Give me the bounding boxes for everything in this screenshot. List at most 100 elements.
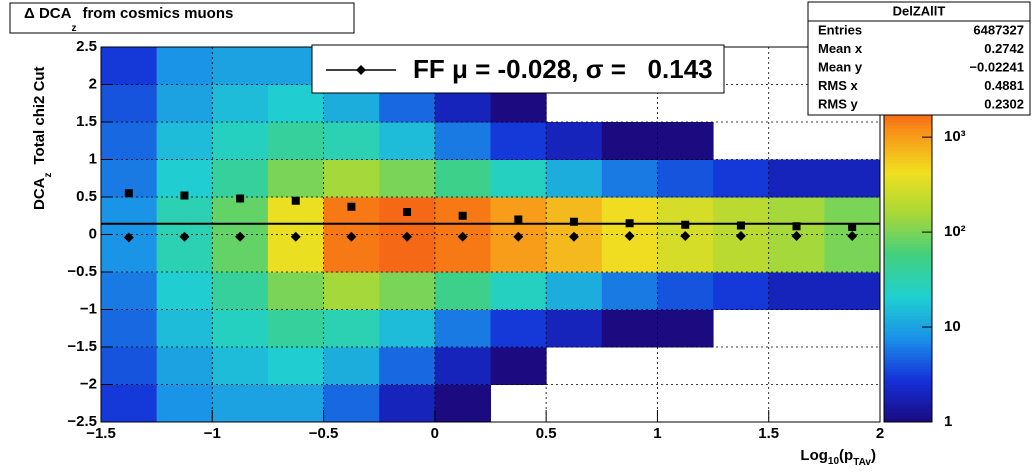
colorbar-segment	[884, 250, 932, 254]
stats-label: RMS x	[818, 78, 859, 93]
colorbar-segment	[884, 153, 932, 157]
colorbar-segment	[884, 384, 932, 389]
heatmap-cell	[212, 347, 269, 385]
heatmap-cell	[601, 122, 658, 160]
y-tick-label: −0.5	[67, 263, 97, 280]
y-tick-label: 2.5	[76, 38, 97, 55]
x-label-subscript: 10	[828, 456, 840, 467]
colorbar-segment	[884, 412, 932, 417]
profile-marker	[569, 217, 578, 226]
y-tick-label: −1	[80, 300, 97, 317]
colorbar-segment	[884, 418, 932, 423]
heatmap-cell	[490, 159, 547, 198]
heatmap-cell	[657, 159, 714, 198]
colorbar-segment	[884, 337, 932, 342]
heatmap-cell	[323, 384, 380, 423]
heatmap-cell	[824, 272, 881, 310]
heatmap-cell	[212, 272, 269, 310]
heatmap-cell	[101, 197, 158, 235]
profile-marker	[236, 194, 245, 203]
profile-marker	[624, 231, 635, 241]
heatmap-cell	[156, 272, 213, 310]
colorbar-segment	[884, 303, 932, 307]
colorbar-segment	[884, 225, 932, 229]
colorbar-segment	[884, 122, 932, 126]
profile-marker	[847, 231, 858, 241]
y-tick-label: 1	[89, 150, 97, 167]
colorbar-segment	[884, 165, 932, 170]
heatmap-cell	[212, 197, 269, 235]
colorbar-segment	[884, 265, 932, 270]
colorbar-segment	[884, 203, 932, 207]
heatmap-cell	[101, 122, 158, 160]
heatmap-cell	[101, 272, 158, 310]
profile-marker	[179, 231, 190, 242]
colorbar-segment	[884, 143, 932, 148]
x-label-text: (p	[839, 447, 853, 464]
x-tick-label: 1.5	[758, 425, 779, 442]
colorbar-segment	[884, 134, 932, 139]
heatmap-cell	[156, 197, 213, 235]
profile-marker	[513, 231, 524, 242]
colorbar-segment	[884, 228, 932, 232]
heatmap-cell	[768, 159, 825, 198]
heatmap-cell	[768, 234, 825, 273]
colorbar-segment	[884, 181, 932, 185]
heatmap-cell	[156, 347, 213, 385]
heatmap-cell	[546, 309, 603, 348]
heatmap-cell	[379, 347, 436, 385]
y-label-subscript: z	[43, 173, 54, 178]
colorbar-segment	[884, 315, 932, 320]
colorbar-segment	[884, 206, 932, 210]
title-box	[9, 2, 355, 34]
colorbar-segment	[884, 231, 932, 235]
colorbar-segment	[884, 259, 932, 264]
heatmap-cell	[434, 159, 491, 198]
colorbar-segment	[884, 150, 932, 154]
heatmap-cell	[379, 272, 436, 310]
colorbar-segment	[884, 390, 932, 395]
stats-value: 0.2302	[984, 96, 1024, 111]
heatmap-cell	[379, 309, 436, 348]
colorbar-segment	[884, 125, 932, 129]
y-axis-label: DCAz Total chi2 Cut	[31, 66, 54, 210]
heatmap-cell	[657, 309, 714, 348]
colorbar-segment	[884, 331, 932, 335]
profile-marker	[625, 219, 634, 228]
colorbar-segment	[884, 409, 932, 414]
heatmap-cell	[212, 47, 269, 85]
profile-marker	[291, 196, 300, 205]
colorbar-segment	[884, 240, 932, 245]
heatmap-cell	[490, 272, 547, 310]
colorbar-segment	[884, 334, 932, 339]
colorbar-segment	[884, 293, 932, 298]
colorbar-segment	[884, 178, 932, 182]
heatmap-cell	[267, 159, 325, 198]
colorbar-segment	[884, 128, 932, 132]
colorbar-segment	[884, 262, 932, 267]
x-tick-label: 0.5	[536, 425, 557, 442]
colorbar-tick-label: 1	[944, 413, 952, 430]
heatmap-cell	[323, 122, 380, 160]
profile-marker	[848, 223, 857, 231]
colorbar-segment	[884, 243, 932, 248]
legend-text: FF μ = -0.028, σ = 0.143	[413, 54, 713, 84]
heatmap-cell	[768, 272, 825, 310]
colorbar-segment	[884, 350, 932, 354]
heatmap-cell	[156, 47, 213, 85]
colorbar-segment	[884, 200, 932, 204]
heatmap-cell	[267, 384, 325, 423]
heatmap-cell	[490, 309, 547, 348]
heatmap-cell	[713, 159, 770, 198]
colorbar-segment	[884, 362, 932, 367]
y-tick-label: 0.5	[76, 188, 97, 205]
colorbar-segment	[884, 306, 932, 310]
y-tick-label: 1.5	[76, 113, 97, 130]
colorbar-segment	[884, 347, 932, 351]
y-tick-label: 0	[89, 225, 97, 242]
colorbar-segment	[884, 322, 932, 326]
stats-label: Mean y	[818, 59, 863, 74]
colorbar-segment	[884, 400, 932, 404]
colorbar-segment	[884, 187, 932, 192]
heatmap-cell	[156, 309, 213, 348]
